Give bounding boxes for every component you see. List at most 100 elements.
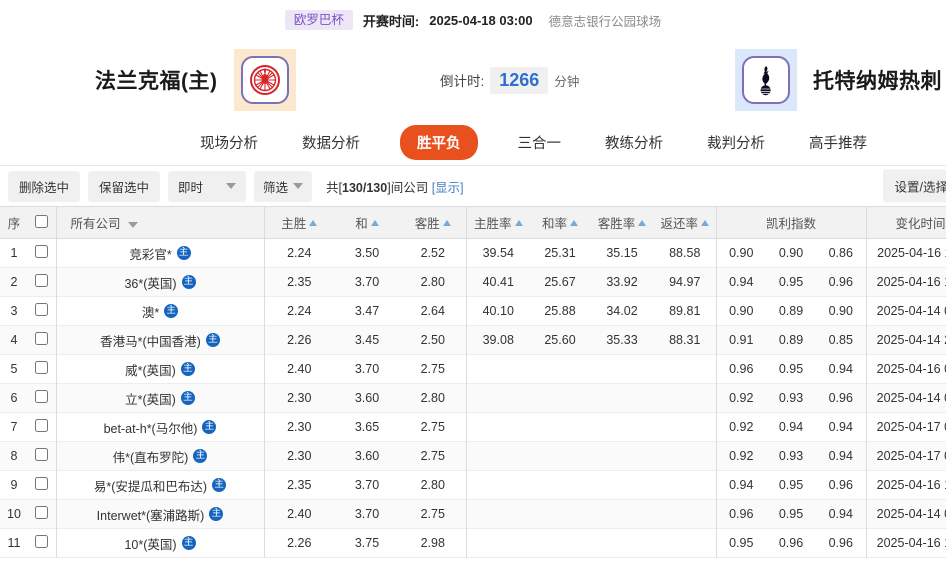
row-kelly-away: 0.96 bbox=[828, 536, 853, 550]
sort-asc-icon bbox=[309, 219, 318, 226]
company-label: 竞彩官* bbox=[129, 247, 172, 262]
header-return-rate[interactable]: 返还率 bbox=[654, 206, 716, 239]
settings-select-button[interactable]: 设置/选择 bbox=[882, 169, 946, 203]
row-away-win-rate bbox=[590, 384, 654, 413]
row-kelly-home: 0.95 bbox=[715, 528, 766, 558]
match-meta-bar: 欧罗巴杯 开赛时间: 2025-04-18 03:00 德意志银行公园球场 bbox=[0, 0, 946, 40]
header-draw-rate[interactable]: 和率 bbox=[530, 206, 590, 239]
row-checkbox-cell[interactable] bbox=[28, 297, 56, 326]
row-checkbox-cell[interactable] bbox=[28, 529, 56, 558]
row-company[interactable]: 36*(英国) 主 bbox=[55, 267, 264, 297]
row-home-win-rate: 40.10 bbox=[465, 296, 530, 326]
row-change-time: 2025-04-16 11:01 bbox=[865, 238, 946, 268]
tab-win-draw-loss[interactable]: 胜平负 bbox=[400, 125, 478, 160]
row-checkbox[interactable] bbox=[35, 245, 49, 258]
table-row[interactable]: 2 36*(英国) 主 2.35 3.70 2.80 40.41 25.67 33.92 94.9… bbox=[0, 267, 946, 297]
header-home-win-rate[interactable]: 主胜率 bbox=[465, 206, 530, 239]
table-row[interactable]: 8 伟*(直布罗陀) 主 2.30 3.60 2.75 0.92 0.93 0.94 2025-0… bbox=[0, 441, 946, 471]
header-select-all[interactable] bbox=[28, 206, 56, 239]
row-checkbox[interactable] bbox=[35, 303, 49, 316]
row-company[interactable]: 10*(英国) 主 bbox=[55, 528, 264, 558]
company-label: bet-at-h*(马尔他) bbox=[103, 421, 198, 436]
row-checkbox[interactable] bbox=[35, 274, 49, 287]
row-checkbox[interactable] bbox=[35, 361, 49, 374]
delete-selected-button[interactable]: 删除选中 bbox=[8, 170, 81, 202]
row-checkbox-cell[interactable] bbox=[28, 384, 56, 413]
table-row[interactable]: 10 Interwet*(塞浦路斯) 主 2.40 3.70 2.75 0.96 0.95 0.… bbox=[0, 499, 946, 529]
mode-select[interactable]: 即时 bbox=[168, 170, 247, 202]
tab-live-analysis[interactable]: 现场分析 bbox=[200, 136, 258, 152]
odds-table: 序 所有公司 主胜 和 客胜 主胜率 bbox=[0, 206, 946, 558]
table-row[interactable]: 11 10*(英国) 主 2.26 3.75 2.98 0.95 0.96 0.96 2025-0… bbox=[0, 528, 946, 558]
row-home-win-rate bbox=[465, 412, 530, 442]
row-index: 5 bbox=[10, 362, 18, 376]
row-kelly-draw: 0.93 bbox=[778, 391, 804, 405]
away-team-block: 托特纳姆热刺 bbox=[735, 49, 942, 111]
row-checkbox[interactable] bbox=[35, 390, 49, 403]
company-label: 36*(英国) bbox=[124, 276, 177, 291]
table-row[interactable]: 1 竞彩官* 主 2.24 3.50 2.52 39.54 25.31 35.15 88.58 0.… bbox=[0, 238, 946, 268]
row-kelly-home: 0.94 bbox=[715, 267, 766, 297]
tab-data-analysis[interactable]: 数据分析 bbox=[302, 136, 360, 152]
table-row[interactable]: 7 bet-at-h*(马尔他) 主 2.30 3.65 2.75 0.92 0.94 0.94… bbox=[0, 412, 946, 442]
row-checkbox[interactable] bbox=[35, 332, 49, 345]
row-draw: 3.60 bbox=[354, 391, 380, 405]
row-kelly-draw: 0.94 bbox=[778, 420, 804, 434]
row-checkbox[interactable] bbox=[35, 535, 49, 548]
row-draw: 3.45 bbox=[354, 333, 380, 347]
row-checkbox-cell[interactable] bbox=[28, 239, 56, 268]
table-row[interactable]: 3 澳* 主 2.24 3.47 2.64 40.10 25.88 34.02 89.81 0.90… bbox=[0, 296, 946, 326]
row-checkbox-cell[interactable] bbox=[28, 442, 56, 471]
row-company[interactable]: 伟*(直布罗陀) 主 bbox=[55, 441, 264, 471]
row-checkbox[interactable] bbox=[35, 419, 49, 432]
row-kelly-home: 0.92 bbox=[715, 412, 766, 442]
row-kelly-away: 0.96 bbox=[828, 275, 853, 289]
row-company[interactable]: 威*(英国) 主 bbox=[55, 354, 264, 384]
show-toggle-link[interactable]: [显示] bbox=[431, 180, 464, 195]
tab-expert-picks[interactable]: 高手推荐 bbox=[809, 136, 867, 152]
row-draw-rate bbox=[530, 529, 590, 558]
row-checkbox-cell[interactable] bbox=[28, 268, 56, 297]
row-company[interactable]: Interwet*(塞浦路斯) 主 bbox=[55, 499, 264, 529]
row-checkbox[interactable] bbox=[35, 477, 49, 490]
row-draw: 3.65 bbox=[354, 420, 380, 434]
table-row[interactable]: 5 威*(英国) 主 2.40 3.70 2.75 0.96 0.95 0.94 2025-04-… bbox=[0, 354, 946, 384]
header-company[interactable]: 所有公司 bbox=[55, 206, 264, 239]
header-away-win-rate[interactable]: 客胜率 bbox=[590, 206, 654, 239]
row-checkbox-cell[interactable] bbox=[28, 471, 56, 500]
header-change-time[interactable]: 变化时间 bbox=[865, 206, 946, 239]
row-company[interactable]: 澳* 主 bbox=[55, 296, 264, 326]
row-company[interactable]: 易*(安提瓜和巴布达) 主 bbox=[55, 470, 264, 500]
company-label: 易*(安提瓜和巴布达) bbox=[93, 479, 208, 494]
row-company[interactable]: 竞彩官* 主 bbox=[55, 238, 264, 268]
row-kelly-draw: 0.90 bbox=[778, 246, 804, 260]
row-checkbox[interactable] bbox=[35, 506, 49, 519]
select-all-checkbox[interactable] bbox=[35, 214, 49, 228]
header-home-win[interactable]: 主胜 bbox=[263, 206, 334, 239]
row-checkbox[interactable] bbox=[35, 448, 49, 461]
header-away-win[interactable]: 客胜 bbox=[400, 206, 466, 239]
row-checkbox-cell[interactable] bbox=[28, 500, 56, 529]
row-away-win-rate bbox=[590, 442, 654, 471]
company-label: 伟*(直布罗陀) bbox=[112, 450, 189, 465]
row-company[interactable]: bet-at-h*(马尔他) 主 bbox=[55, 412, 264, 442]
tab-three-in-one[interactable]: 三合一 bbox=[517, 136, 562, 152]
table-row[interactable]: 4 香港马*(中国香港) 主 2.26 3.45 2.50 39.08 25.60 35.33 8… bbox=[0, 325, 946, 355]
keep-selected-button[interactable]: 保留选中 bbox=[88, 170, 161, 202]
row-checkbox-cell[interactable] bbox=[28, 326, 56, 355]
filter-dropdown[interactable]: 筛选 bbox=[254, 170, 313, 202]
row-checkbox-cell[interactable] bbox=[28, 413, 56, 442]
row-home-win-rate bbox=[465, 383, 530, 413]
header-draw[interactable]: 和 bbox=[334, 206, 400, 239]
tab-coach-analysis[interactable]: 教练分析 bbox=[605, 136, 663, 152]
row-checkbox-cell[interactable] bbox=[28, 355, 56, 384]
table-row[interactable]: 9 易*(安提瓜和巴布达) 主 2.35 3.70 2.80 0.94 0.95 0.96 202… bbox=[0, 470, 946, 500]
row-company[interactable]: 香港马*(中国香港) 主 bbox=[55, 325, 264, 355]
tab-referee-analysis[interactable]: 裁判分析 bbox=[707, 136, 765, 152]
row-company[interactable]: 立*(英国) 主 bbox=[55, 383, 264, 413]
row-return-rate bbox=[654, 413, 716, 442]
table-row[interactable]: 6 立*(英国) 主 2.30 3.60 2.80 0.92 0.93 0.96 2025-04-… bbox=[0, 383, 946, 413]
row-home-win-rate bbox=[465, 528, 530, 558]
kickoff-label: 开赛时间: bbox=[362, 13, 420, 29]
row-draw: 3.70 bbox=[354, 275, 380, 289]
